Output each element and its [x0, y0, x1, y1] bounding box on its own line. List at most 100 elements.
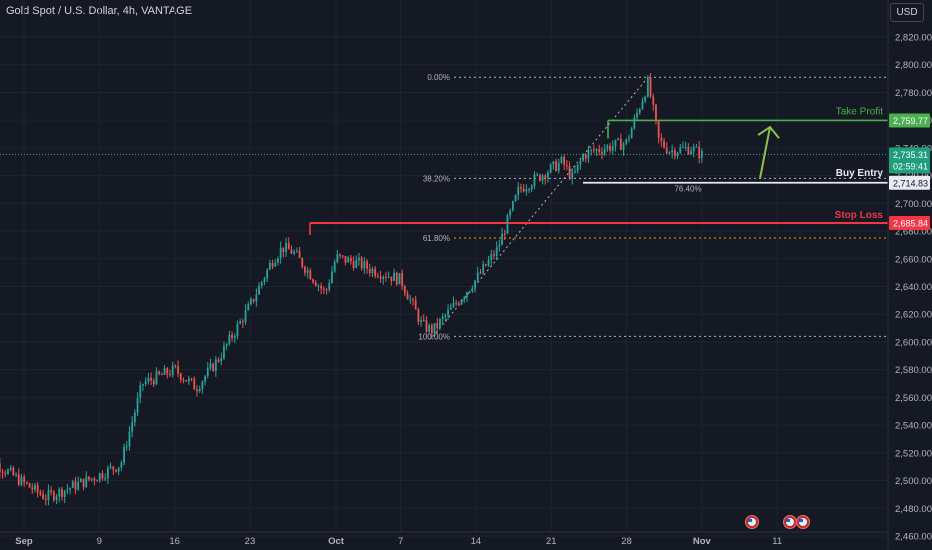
candle-body	[268, 262, 271, 270]
candle-body	[363, 261, 366, 269]
candle-body	[52, 491, 55, 500]
candle-body	[115, 469, 117, 472]
candle-body	[646, 77, 649, 97]
candle-body	[414, 300, 417, 310]
candle-body	[61, 488, 63, 497]
candle-body	[109, 466, 112, 468]
candle-body	[495, 247, 498, 256]
candle-body	[252, 299, 255, 302]
candle-body	[393, 272, 395, 281]
candle-body	[333, 262, 336, 272]
candle-body	[136, 397, 139, 413]
candle-body	[695, 146, 698, 148]
candle-body	[509, 210, 512, 216]
current-price-text: 2,735.31	[893, 150, 928, 160]
candle-body	[511, 201, 514, 211]
candle-body	[117, 467, 120, 472]
candle-body	[657, 120, 660, 138]
candle-body	[177, 366, 179, 374]
candle-body	[390, 276, 393, 281]
candle-body	[74, 481, 77, 490]
currency-button[interactable]: USD	[890, 3, 924, 22]
candle-body	[147, 377, 150, 382]
candle-body	[468, 291, 471, 293]
candle-body	[47, 490, 50, 500]
candle-body	[517, 187, 520, 196]
candle-body	[522, 188, 525, 192]
y-tick-label: 2,600.00	[895, 337, 932, 348]
event-markers[interactable]	[745, 515, 810, 529]
candle-body	[541, 175, 544, 181]
candle-body	[501, 233, 503, 246]
candle-body	[417, 309, 420, 322]
candle-body	[638, 109, 641, 113]
candle-body	[673, 150, 676, 157]
candle-body	[279, 247, 282, 259]
candle-body	[290, 249, 293, 254]
candle-body	[123, 446, 125, 463]
candle-body	[206, 367, 209, 377]
x-tick-label: 23	[245, 536, 256, 547]
candle-body	[557, 162, 560, 171]
candle-body	[579, 160, 582, 165]
candle-body	[255, 294, 258, 302]
candle-body	[652, 96, 655, 105]
countdown-text: 02:59:41	[893, 161, 928, 171]
candle-body	[503, 233, 506, 235]
candle-body	[228, 334, 231, 344]
candle-body	[660, 137, 663, 141]
candle-body	[428, 325, 431, 332]
candle-body	[339, 254, 341, 256]
candle-body	[71, 481, 74, 488]
x-tick-label: 16	[169, 536, 180, 547]
candle-body	[358, 257, 360, 261]
candle-body	[555, 161, 557, 171]
candle-body	[314, 282, 317, 286]
candle-body	[231, 334, 233, 338]
candle-body	[190, 378, 193, 380]
candle-body	[484, 264, 487, 266]
candle-body	[379, 276, 382, 279]
candle-body	[601, 151, 603, 154]
candle-body	[352, 261, 355, 268]
y-tick-label: 2,660.00	[895, 254, 932, 265]
candle-body	[344, 255, 347, 263]
candle-body	[609, 145, 611, 151]
candle-body	[128, 431, 131, 447]
candle-body	[622, 143, 625, 150]
candle-body	[366, 261, 368, 269]
candle-body	[387, 276, 390, 278]
candle-body	[166, 368, 169, 375]
candle-body	[476, 272, 479, 281]
candle-body	[452, 302, 455, 308]
candle-body	[482, 264, 485, 274]
candle-body	[214, 359, 217, 371]
candle-body	[34, 484, 36, 490]
candle-body	[182, 379, 185, 381]
candle-body	[422, 319, 425, 321]
candle-body	[96, 480, 98, 482]
candle-body	[306, 270, 309, 273]
candle-body	[582, 154, 584, 161]
candle-body	[401, 272, 404, 287]
candle-body	[298, 251, 301, 259]
candle-body	[636, 112, 638, 118]
candle-body	[487, 259, 490, 266]
candle-body	[525, 189, 528, 192]
candle-body	[341, 255, 344, 257]
candle-body	[144, 381, 147, 385]
buy-entry-tag	[889, 175, 930, 190]
candle-body	[571, 172, 574, 179]
x-tick-label: Nov	[693, 536, 712, 547]
time-axis[interactable]: Sep 9 16 23 Oct 7 14 21 28 Nov 11	[0, 531, 888, 547]
candle-body	[88, 476, 90, 480]
candle-body	[595, 149, 598, 151]
candle-body	[538, 174, 541, 181]
x-tick-label: 28	[621, 536, 632, 547]
candle-body	[682, 147, 684, 149]
candle-body	[93, 478, 96, 481]
candle-body	[460, 299, 463, 305]
price-axis[interactable]: 2,460.00 2,480.00 2,500.00 2,520.00 2,540.00…	[887, 0, 932, 550]
